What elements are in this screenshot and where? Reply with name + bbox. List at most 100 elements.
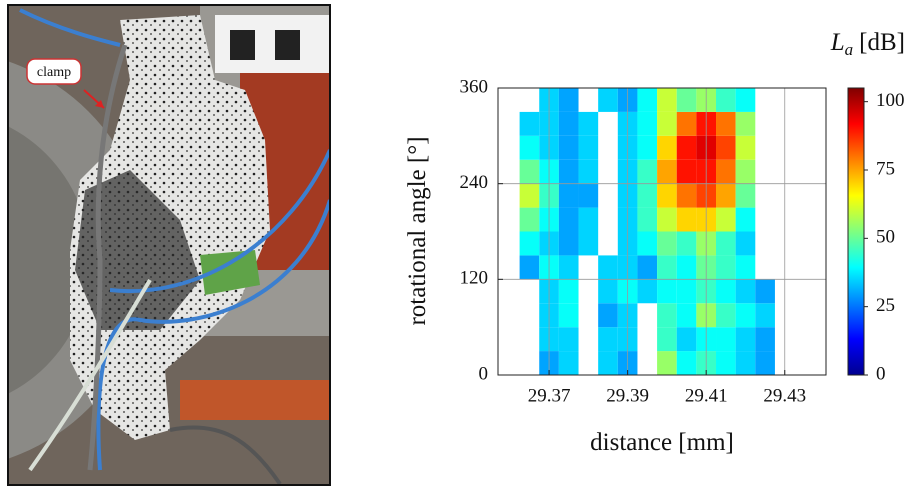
- heat-cell: [598, 88, 618, 112]
- heat-cell: [657, 111, 677, 136]
- heat-cell: [676, 279, 697, 304]
- heat-cell: [735, 279, 756, 304]
- heat-cell: [676, 351, 697, 375]
- photo-label: clamp: [37, 65, 71, 80]
- heat-cell: [578, 207, 599, 232]
- heat-cell: [519, 159, 540, 184]
- heat-cell: [755, 303, 775, 328]
- heat-cell: [755, 327, 775, 352]
- heat-cell: [716, 111, 736, 136]
- heat-cell: [637, 255, 658, 280]
- heat-cell: [657, 207, 677, 232]
- plot-frame: [497, 87, 827, 376]
- heat-cell: [578, 231, 599, 256]
- photo: clamp: [9, 6, 329, 484]
- heat-cell: [657, 279, 677, 304]
- heat-cell: [676, 135, 697, 160]
- heat-cell: [558, 159, 579, 184]
- heat-cell: [716, 255, 736, 280]
- heat-cell: [657, 255, 677, 280]
- heat-cell: [637, 207, 658, 232]
- heat-cell: [755, 351, 775, 375]
- colorbar-tick-label: 25: [876, 295, 895, 316]
- heat-cell: [519, 183, 540, 208]
- x-tick-label: 29.39: [606, 385, 649, 406]
- heat-cell: [676, 327, 697, 352]
- heat-cell: [558, 231, 579, 256]
- heat-cell: [558, 351, 579, 375]
- heat-cell: [637, 135, 658, 160]
- heat-cell: [735, 111, 756, 136]
- heat-cell: [676, 207, 697, 232]
- heat-cell: [598, 303, 618, 328]
- heat-cell: [676, 88, 697, 112]
- colorbar-symbol: L: [830, 29, 845, 56]
- colorbar-tick-label: 75: [876, 158, 895, 179]
- heat-cell: [755, 279, 775, 304]
- heat-cell: [735, 327, 756, 352]
- heat-cell: [716, 351, 736, 375]
- heat-cell: [716, 135, 736, 160]
- heat-cell: [735, 231, 756, 256]
- heat-cell: [578, 111, 599, 136]
- heat-cell: [676, 303, 697, 328]
- heat-cell: [558, 303, 579, 328]
- heat-cell: [676, 231, 697, 256]
- heat-cell: [637, 111, 658, 136]
- x-tick-label: 29.41: [685, 385, 728, 406]
- x-tick-label: 29.43: [763, 385, 806, 406]
- heat-cell: [578, 183, 599, 208]
- heat-cell: [657, 183, 677, 208]
- heat-cell: [676, 111, 697, 136]
- heat-cell: [519, 231, 540, 256]
- y-tick-label: 360: [460, 76, 489, 97]
- colorbar-label: La [dB]: [830, 29, 905, 59]
- heat-cell: [558, 327, 579, 352]
- heat-cell: [519, 135, 540, 160]
- heat-cell: [519, 111, 540, 136]
- heat-cell: [676, 255, 697, 280]
- heat-cell: [598, 279, 618, 304]
- heat-cell: [637, 88, 658, 112]
- heat-cell: [657, 327, 677, 352]
- colorbar-tick-label: 100: [876, 90, 905, 111]
- heat-cell: [735, 183, 756, 208]
- heat-cell: [735, 207, 756, 232]
- heat-cell: [637, 159, 658, 184]
- heat-cell: [558, 135, 579, 160]
- heat-cell: [716, 207, 736, 232]
- heat-cell: [578, 159, 599, 184]
- heat-cell: [558, 255, 579, 280]
- heat-cell: [716, 231, 736, 256]
- heat-cell: [716, 327, 736, 352]
- heat-cell: [558, 183, 579, 208]
- heat-cell: [716, 183, 736, 208]
- heat-cell: [716, 88, 736, 112]
- heat-cell: [578, 135, 599, 160]
- heat-cell: [519, 255, 540, 280]
- heat-cell: [716, 303, 736, 328]
- heat-cell: [735, 88, 756, 112]
- colorbar-subscript: a: [845, 40, 854, 59]
- y-tick-label: 120: [460, 268, 489, 289]
- heat-cell: [676, 159, 697, 184]
- heat-cell: [735, 303, 756, 328]
- colorbar-tick-label: 0: [876, 363, 886, 384]
- photo-frame: [7, 4, 331, 486]
- heat-cell: [657, 231, 677, 256]
- heat-cell: [519, 207, 540, 232]
- heat-cell: [735, 351, 756, 375]
- heat-cell: [735, 255, 756, 280]
- heat-cell: [657, 303, 677, 328]
- heat-cell: [558, 88, 579, 112]
- heat-cell: [735, 159, 756, 184]
- heat-cell: [716, 159, 736, 184]
- heat-cell: [637, 279, 658, 304]
- y-tick-label: 240: [460, 172, 489, 193]
- y-axis-label: rotational angle [°]: [404, 136, 431, 325]
- heat-cell: [735, 135, 756, 160]
- heat-cell: [637, 183, 658, 208]
- heat-cell: [716, 279, 736, 304]
